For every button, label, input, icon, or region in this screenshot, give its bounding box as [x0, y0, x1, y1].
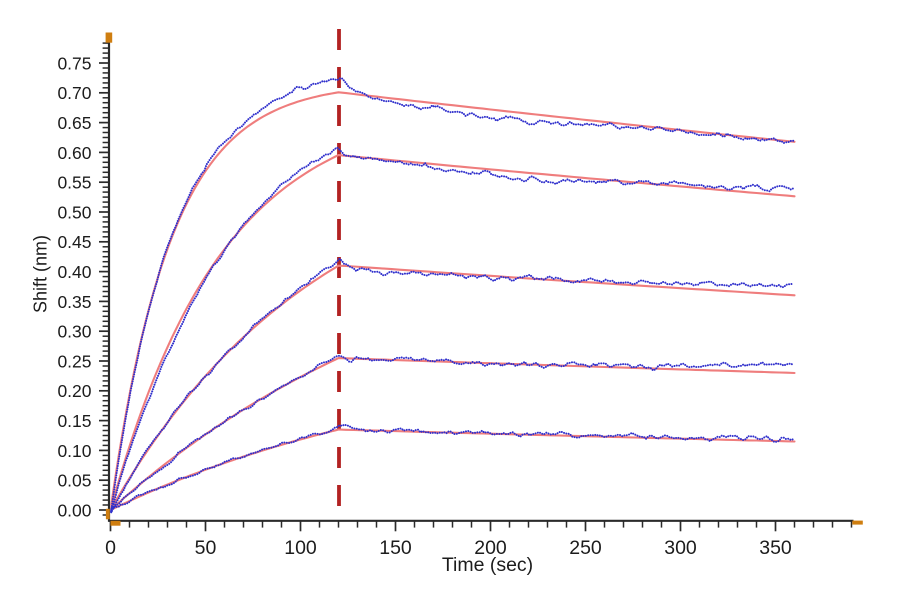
svg-text:0.20: 0.20 — [57, 381, 91, 401]
svg-text:0.50: 0.50 — [57, 202, 91, 222]
svg-text:0.45: 0.45 — [57, 232, 91, 252]
svg-text:0.60: 0.60 — [57, 143, 91, 163]
svg-text:0.15: 0.15 — [57, 411, 91, 431]
svg-text:Time (sec): Time (sec) — [442, 554, 533, 576]
svg-text:350: 350 — [759, 537, 792, 559]
svg-text:0.75: 0.75 — [57, 53, 91, 73]
svg-text:0.05: 0.05 — [57, 471, 91, 491]
svg-text:250: 250 — [569, 537, 602, 559]
svg-text:0.25: 0.25 — [57, 351, 91, 371]
svg-text:Shift (nm): Shift (nm) — [31, 235, 51, 313]
svg-text:200: 200 — [474, 537, 507, 559]
svg-text:50: 50 — [195, 537, 217, 559]
svg-text:0: 0 — [105, 537, 116, 559]
svg-text:100: 100 — [284, 537, 317, 559]
svg-text:0.55: 0.55 — [57, 173, 91, 193]
svg-text:0.10: 0.10 — [57, 441, 91, 461]
svg-text:0.35: 0.35 — [57, 292, 91, 312]
svg-text:150: 150 — [379, 537, 412, 559]
svg-text:0.70: 0.70 — [57, 83, 91, 103]
svg-text:0.30: 0.30 — [57, 322, 91, 342]
svg-text:0.65: 0.65 — [57, 113, 91, 133]
svg-text:0.40: 0.40 — [57, 262, 91, 282]
svg-text:300: 300 — [664, 537, 697, 559]
svg-text:0.00: 0.00 — [57, 500, 91, 520]
